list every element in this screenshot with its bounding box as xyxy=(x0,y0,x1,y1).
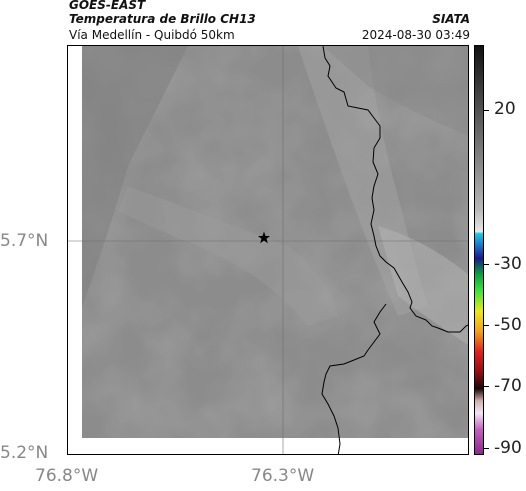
satellite-title: GOES-EAST xyxy=(69,0,146,12)
coastline xyxy=(322,46,468,333)
satellite-map[interactable] xyxy=(67,45,469,455)
lat-label-lower: 5.2°N xyxy=(0,443,49,463)
river-boundary xyxy=(321,303,387,454)
lon-label-west: 76.8°W xyxy=(35,466,99,486)
colorbar-tick xyxy=(484,448,489,449)
lon-label-east: 76.3°W xyxy=(251,466,315,486)
lat-label-upper: 5.7°N xyxy=(0,231,49,251)
route-subtitle: Vía Medellín - Quibdó 50km xyxy=(69,28,235,42)
colorbar-tick xyxy=(484,386,489,387)
timestamp: 2024-08-30 03:49 xyxy=(361,28,470,42)
colorbar-tick xyxy=(484,325,489,326)
star-icon xyxy=(258,231,270,244)
agency-label: SIATA xyxy=(432,12,470,26)
product-title: Temperatura de Brillo CH13 xyxy=(69,12,256,26)
colorbar-label: -70 xyxy=(494,376,522,396)
colorbar-label: -90 xyxy=(494,438,522,458)
colorbar-label: -50 xyxy=(494,315,522,335)
colorbar-label: 20 xyxy=(494,99,516,119)
colorbar-tick xyxy=(484,110,489,111)
colorbar-gradient xyxy=(475,46,483,454)
colorbar-label: -30 xyxy=(494,254,522,274)
colorbar xyxy=(474,45,484,455)
colorbar-tick xyxy=(484,264,489,265)
map-canvas xyxy=(68,46,468,454)
